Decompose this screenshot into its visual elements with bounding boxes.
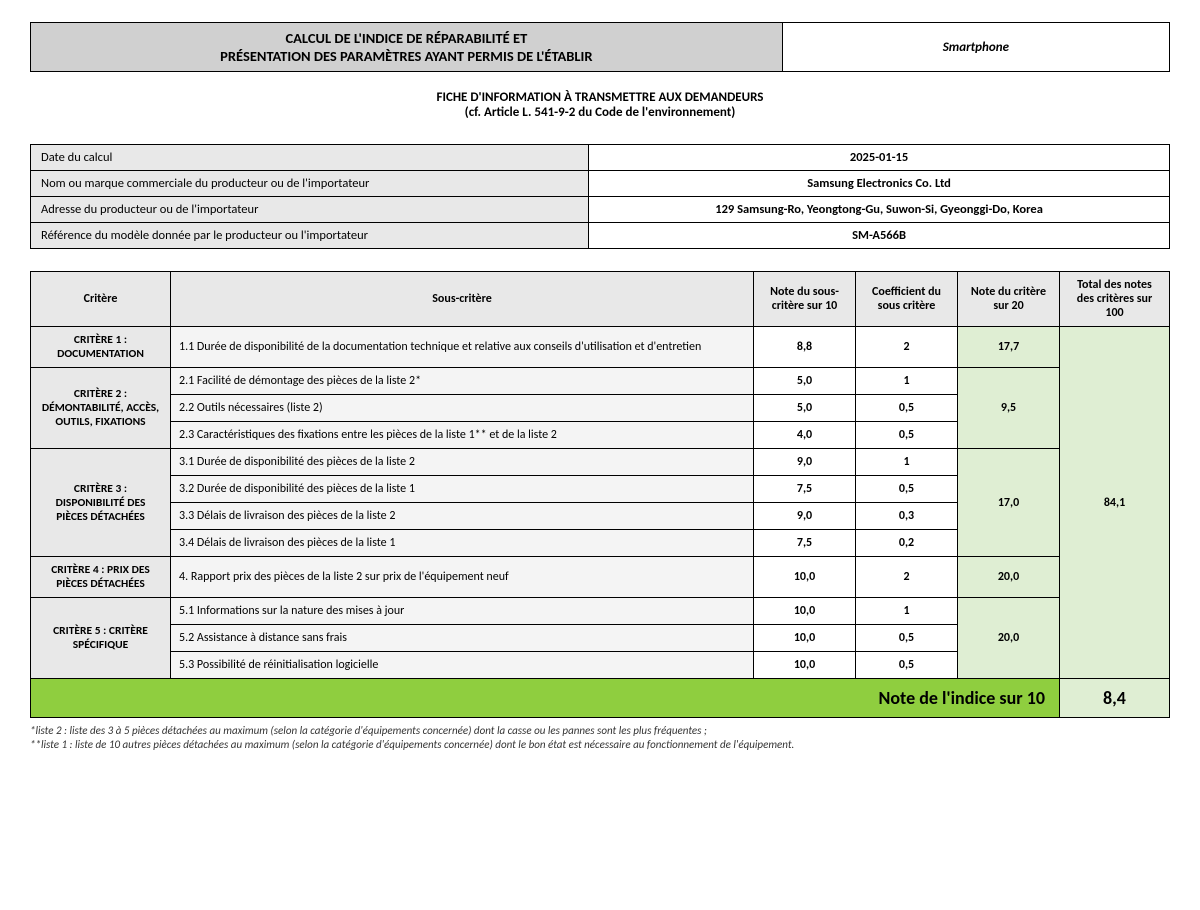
subcriteria-coef: 0,5 xyxy=(856,476,958,503)
subcriteria-label: 3.1 Durée de disponibilité des pièces de… xyxy=(171,449,754,476)
subcriteria-note: 9,0 xyxy=(754,449,856,476)
criteria-row: CRITÈRE 3 : DISPONIBILITÉ DES PIÈCES DÉT… xyxy=(31,449,1170,476)
subcriteria-note: 10,0 xyxy=(754,557,856,598)
info-row: Adresse du producteur ou de l'importateu… xyxy=(31,197,1170,223)
subcriteria-label: 5.2 Assistance à distance sans frais xyxy=(171,625,754,652)
criteria-score20: 20,0 xyxy=(958,557,1060,598)
col-sous: Sous-critère xyxy=(171,272,754,327)
criteria-row: CRITÈRE 4 : PRIX DES PIÈCES DÉTACHÉES4. … xyxy=(31,557,1170,598)
criteria-score20: 9,5 xyxy=(958,368,1060,449)
header-table: CALCUL DE L'INDICE DE RÉPARABILITÉ ET PR… xyxy=(30,22,1170,72)
criteria-row: CRITÈRE 5 : CRITÈRE SPÉCIFIQUE5.1 Inform… xyxy=(31,598,1170,625)
subcriteria-coef: 0,5 xyxy=(856,395,958,422)
info-row: Nom ou marque commerciale du producteur … xyxy=(31,171,1170,197)
footnotes: *liste 2 : liste des 3 à 5 pièces détach… xyxy=(30,724,1170,752)
subcriteria-label: 1.1 Durée de disponibilité de la documen… xyxy=(171,327,754,368)
subcriteria-note: 5,0 xyxy=(754,368,856,395)
subcriteria-note: 10,0 xyxy=(754,625,856,652)
subcriteria-label: 5.3 Possibilité de réinitialisation logi… xyxy=(171,652,754,679)
header-title: CALCUL DE L'INDICE DE RÉPARABILITÉ ET PR… xyxy=(31,23,783,72)
info-row: Date du calcul2025-01-15 xyxy=(31,145,1170,171)
subcriteria-note: 10,0 xyxy=(754,598,856,625)
subheading-line1: FICHE D'INFORMATION À TRANSMETTRE AUX DE… xyxy=(30,90,1170,105)
header-title-line1: CALCUL DE L'INDICE DE RÉPARABILITÉ ET xyxy=(41,29,772,47)
criteria-name: CRITÈRE 3 : DISPONIBILITÉ DES PIÈCES DÉT… xyxy=(31,449,171,557)
info-table: Date du calcul2025-01-15Nom ou marque co… xyxy=(30,144,1170,249)
criteria-name: CRITÈRE 5 : CRITÈRE SPÉCIFIQUE xyxy=(31,598,171,679)
subcriteria-label: 2.3 Caractéristiques des fixations entre… xyxy=(171,422,754,449)
subcriteria-label: 2.1 Facilité de démontage des pièces de … xyxy=(171,368,754,395)
subcriteria-coef: 1 xyxy=(856,449,958,476)
info-key: Adresse du producteur ou de l'importateu… xyxy=(31,197,589,223)
subcriteria-label: 5.1 Informations sur la nature des mises… xyxy=(171,598,754,625)
col-total: Total des notes des critères sur 100 xyxy=(1060,272,1170,327)
col-note-crit: Note du critère sur 20 xyxy=(958,272,1060,327)
info-value: 129 Samsung-Ro, Yeongtong-Gu, Suwon-Si, … xyxy=(589,197,1170,223)
subcriteria-label: 3.4 Délais de livraison des pièces de la… xyxy=(171,530,754,557)
subcriteria-coef: 1 xyxy=(856,598,958,625)
header-product: Smartphone xyxy=(782,23,1169,72)
subcriteria-coef: 1 xyxy=(856,368,958,395)
footnote-2: **liste 1 : liste de 10 autres pièces dé… xyxy=(30,738,1170,752)
index-row: Note de l'indice sur 10 8,4 xyxy=(31,679,1170,718)
subcriteria-note: 9,0 xyxy=(754,503,856,530)
total-score100: 84,1 xyxy=(1060,327,1170,679)
info-row: Référence du modèle donnée par le produc… xyxy=(31,223,1170,249)
subcriteria-note: 10,0 xyxy=(754,652,856,679)
subcriteria-label: 4. Rapport prix des pièces de la liste 2… xyxy=(171,557,754,598)
col-note-sub: Note du sous-critère sur 10 xyxy=(754,272,856,327)
subcriteria-label: 3.2 Durée de disponibilité des pièces de… xyxy=(171,476,754,503)
subcriteria-label: 3.3 Délais de livraison des pièces de la… xyxy=(171,503,754,530)
footnote-1: *liste 2 : liste des 3 à 5 pièces détach… xyxy=(30,724,1170,738)
subheading-line2: (cf. Article L. 541-9-2 du Code de l'env… xyxy=(30,105,1170,120)
info-key: Référence du modèle donnée par le produc… xyxy=(31,223,589,249)
subcriteria-coef: 0,5 xyxy=(856,652,958,679)
info-key: Date du calcul xyxy=(31,145,589,171)
subcriteria-note: 4,0 xyxy=(754,422,856,449)
criteria-row: CRITÈRE 1 : DOCUMENTATION1.1 Durée de di… xyxy=(31,327,1170,368)
criteria-row: CRITÈRE 2 : DÉMONTABILITÉ, ACCÈS, OUTILS… xyxy=(31,368,1170,395)
subcriteria-coef: 2 xyxy=(856,327,958,368)
subcriteria-coef: 2 xyxy=(856,557,958,598)
info-value: Samsung Electronics Co. Ltd xyxy=(589,171,1170,197)
subheading: FICHE D'INFORMATION À TRANSMETTRE AUX DE… xyxy=(30,90,1170,120)
index-value: 8,4 xyxy=(1060,679,1170,718)
subcriteria-coef: 0,3 xyxy=(856,503,958,530)
info-value: SM-A566B xyxy=(589,223,1170,249)
col-coef: Coefficient du sous critère xyxy=(856,272,958,327)
subcriteria-note: 7,5 xyxy=(754,476,856,503)
criteria-score20: 17,0 xyxy=(958,449,1060,557)
criteria-table: Critère Sous-critère Note du sous-critèr… xyxy=(30,271,1170,718)
subcriteria-note: 7,5 xyxy=(754,530,856,557)
subcriteria-coef: 0,5 xyxy=(856,625,958,652)
subcriteria-note: 5,0 xyxy=(754,395,856,422)
index-label: Note de l'indice sur 10 xyxy=(31,679,1060,718)
criteria-name: CRITÈRE 4 : PRIX DES PIÈCES DÉTACHÉES xyxy=(31,557,171,598)
header-title-line2: PRÉSENTATION DES PARAMÈTRES AYANT PERMIS… xyxy=(41,47,772,65)
subcriteria-note: 8,8 xyxy=(754,327,856,368)
subcriteria-coef: 0,2 xyxy=(856,530,958,557)
subcriteria-coef: 0,5 xyxy=(856,422,958,449)
info-value: 2025-01-15 xyxy=(589,145,1170,171)
col-critere: Critère xyxy=(31,272,171,327)
criteria-score20: 17,7 xyxy=(958,327,1060,368)
criteria-name: CRITÈRE 2 : DÉMONTABILITÉ, ACCÈS, OUTILS… xyxy=(31,368,171,449)
criteria-name: CRITÈRE 1 : DOCUMENTATION xyxy=(31,327,171,368)
subcriteria-label: 2.2 Outils nécessaires (liste 2) xyxy=(171,395,754,422)
info-key: Nom ou marque commerciale du producteur … xyxy=(31,171,589,197)
criteria-score20: 20,0 xyxy=(958,598,1060,679)
